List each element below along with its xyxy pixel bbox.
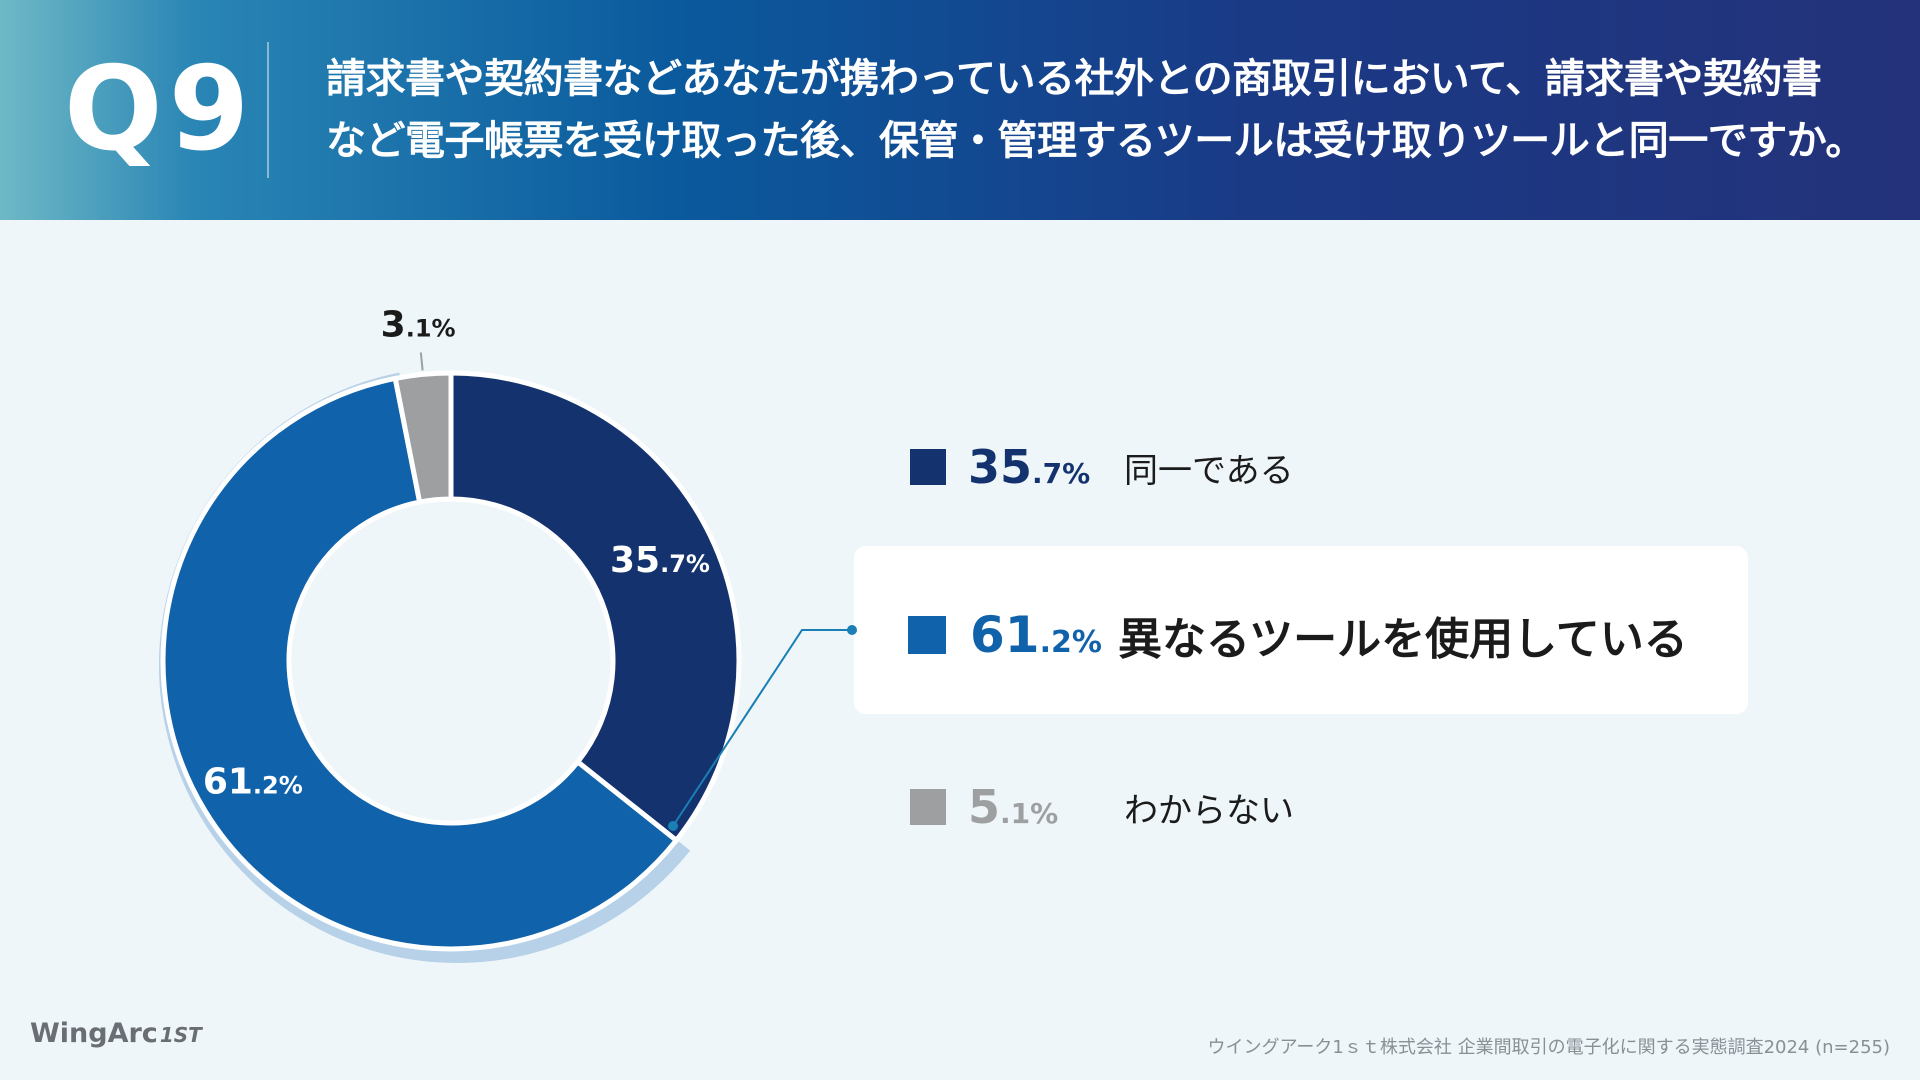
logo-mark: 1ST [159, 1023, 202, 1047]
question-text: 請求書や契約書などあなたが携わっている社外との商取引において、請求書や契約書 な… [326, 48, 1886, 172]
legend-swatch [910, 449, 946, 485]
slice-label-leader [419, 352, 424, 371]
slice-label-different: 61.2% [203, 762, 303, 803]
question-number: Q9 [64, 42, 256, 177]
source-note: ウイングアーク1ｓｔ株式会社 企業間取引の電子化に関する実態調査2024 (n=… [1207, 1037, 1890, 1058]
slice-different [160, 375, 680, 952]
donut-chart: 35.7% 61.2% 3.1% [158, 305, 742, 963]
slice-label-unknown: 3.1% [381, 305, 456, 346]
legend-percent: 5.1% [968, 780, 1059, 834]
legend-label: 同一である [1124, 450, 1294, 491]
legend-item-different: 61.2% 異なるツールを使用している [908, 606, 1688, 665]
legend-percent: 35.7% [968, 440, 1091, 494]
header-divider [267, 42, 269, 178]
slice-label-same: 35.7% [610, 540, 710, 581]
highlight-card [854, 546, 1748, 714]
legend-item-unknown: 5.1% わからない [910, 780, 1294, 834]
wingarc-logo: WingArc 1ST [30, 1018, 202, 1049]
legend-swatch [910, 789, 946, 825]
legend-swatch [908, 616, 946, 654]
question-line-2: など電子帳票を受け取った後、保管・管理するツールは受け取りツールと同一ですか。 [326, 118, 1865, 164]
question-header: Q9 請求書や契約書などあなたが携わっている社外との商取引において、請求書や契約… [0, 0, 1920, 220]
legend-label: 異なるツールを使用している [1118, 614, 1688, 665]
question-line-1: 請求書や契約書などあなたが携わっている社外との商取引において、請求書や契約書 [326, 56, 1822, 102]
slice-unknown [392, 370, 454, 505]
slice-same [448, 370, 742, 844]
legend-percent: 61.2% [970, 606, 1102, 664]
legend-item-same: 35.7% 同一である [910, 440, 1294, 494]
legend-label: わからない [1124, 790, 1294, 831]
